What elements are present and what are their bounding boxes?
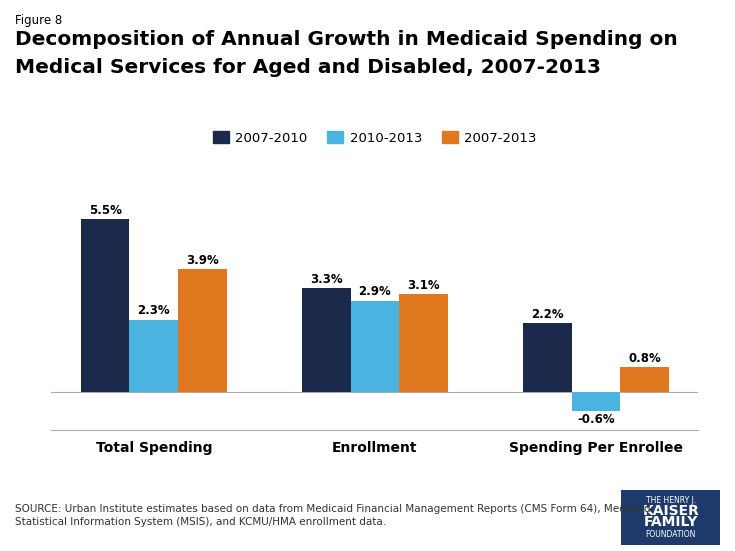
Text: FOUNDATION: FOUNDATION: [645, 530, 696, 539]
Text: THE HENRY J.: THE HENRY J.: [645, 496, 696, 505]
Legend: 2007-2010, 2010-2013, 2007-2013: 2007-2010, 2010-2013, 2007-2013: [207, 126, 542, 150]
Text: Medical Services for Aged and Disabled, 2007-2013: Medical Services for Aged and Disabled, …: [15, 58, 600, 77]
Text: 3.3%: 3.3%: [310, 273, 343, 286]
Text: 5.5%: 5.5%: [89, 204, 121, 217]
Text: Figure 8: Figure 8: [15, 14, 62, 27]
Bar: [178, 269, 226, 392]
Text: -0.6%: -0.6%: [577, 413, 614, 426]
Bar: [572, 392, 620, 411]
Text: SOURCE: Urban Institute estimates based on data from Medicaid Financial Manageme: SOURCE: Urban Institute estimates based …: [15, 504, 650, 527]
Text: 2.3%: 2.3%: [137, 304, 170, 317]
Bar: [81, 219, 129, 392]
Bar: [620, 367, 669, 392]
Text: 2.9%: 2.9%: [359, 285, 391, 299]
Text: FAMILY: FAMILY: [644, 515, 698, 530]
Bar: [351, 301, 399, 392]
Bar: [129, 320, 178, 392]
Bar: [523, 323, 572, 392]
Bar: [399, 294, 448, 392]
Text: 3.9%: 3.9%: [186, 254, 219, 267]
Text: Decomposition of Annual Growth in Medicaid Spending on: Decomposition of Annual Growth in Medica…: [15, 30, 678, 49]
Bar: [302, 288, 351, 392]
Text: 2.2%: 2.2%: [531, 307, 564, 321]
Text: 0.8%: 0.8%: [628, 352, 661, 365]
Text: 3.1%: 3.1%: [407, 279, 440, 292]
Text: KAISER: KAISER: [642, 504, 699, 518]
